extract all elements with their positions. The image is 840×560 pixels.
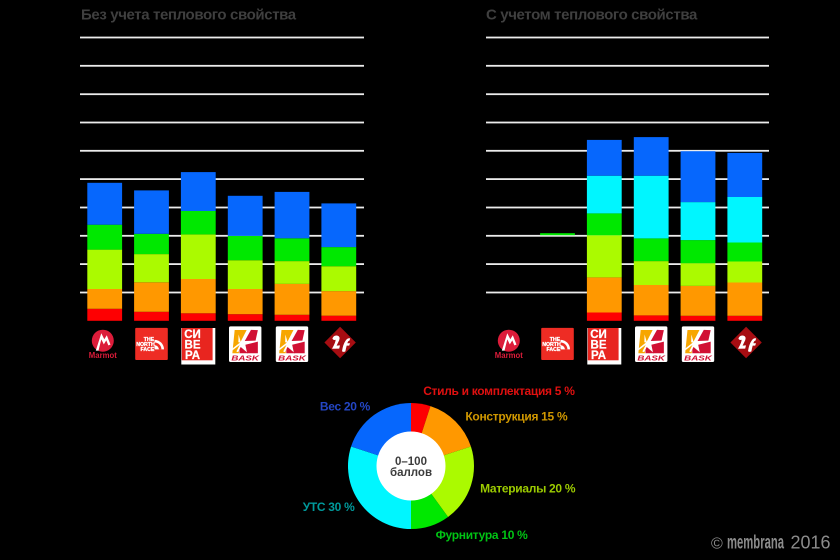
svg-text:2016: 2016 bbox=[791, 532, 831, 553]
svg-text:УТС 30 %: УТС 30 % bbox=[303, 500, 355, 514]
svg-text:СИ: СИ bbox=[590, 329, 607, 341]
svg-text:Без учета теплового свойства: Без учета теплового свойства bbox=[81, 7, 297, 24]
svg-text:ВЕ: ВЕ bbox=[185, 340, 201, 352]
svg-text:BASK: BASK bbox=[637, 354, 665, 363]
svg-text:Marmot: Marmot bbox=[89, 351, 117, 360]
svg-text:NORTH: NORTH bbox=[136, 342, 155, 348]
svg-text:баллов: баллов bbox=[390, 467, 432, 479]
svg-text:FACE: FACE bbox=[546, 347, 560, 353]
svg-text:Вес 20 %: Вес 20 % bbox=[320, 399, 371, 413]
svg-text:ВЕ: ВЕ bbox=[591, 340, 607, 352]
svg-text:THE: THE bbox=[550, 337, 561, 343]
svg-text:0–100: 0–100 bbox=[395, 456, 427, 468]
svg-text:BASK: BASK bbox=[278, 354, 306, 363]
svg-text:BASK: BASK bbox=[231, 354, 259, 363]
svg-text:FACE: FACE bbox=[140, 347, 154, 353]
svg-text:Marmot: Marmot bbox=[495, 351, 523, 360]
svg-text:Материалы 20 %: Материалы 20 % bbox=[480, 482, 576, 496]
svg-text:Фурнитура 10 %: Фурнитура 10 % bbox=[436, 528, 529, 542]
svg-text:membrana: membrana bbox=[727, 532, 784, 554]
svg-text:©: © bbox=[711, 536, 723, 553]
svg-text:РА: РА bbox=[591, 350, 606, 362]
svg-text:NORTH: NORTH bbox=[542, 342, 561, 348]
svg-text:Стиль и комплектация 5 %: Стиль и комплектация 5 % bbox=[423, 384, 575, 398]
svg-text:СИ: СИ bbox=[184, 329, 201, 341]
svg-text:Конструкция 15 %: Конструкция 15 % bbox=[465, 410, 568, 424]
svg-text:THE: THE bbox=[144, 337, 155, 343]
svg-text:РА: РА bbox=[185, 350, 200, 362]
svg-text:BASK: BASK bbox=[684, 354, 712, 363]
svg-text:С учетом теплового свойства: С учетом теплового свойства bbox=[486, 7, 698, 24]
